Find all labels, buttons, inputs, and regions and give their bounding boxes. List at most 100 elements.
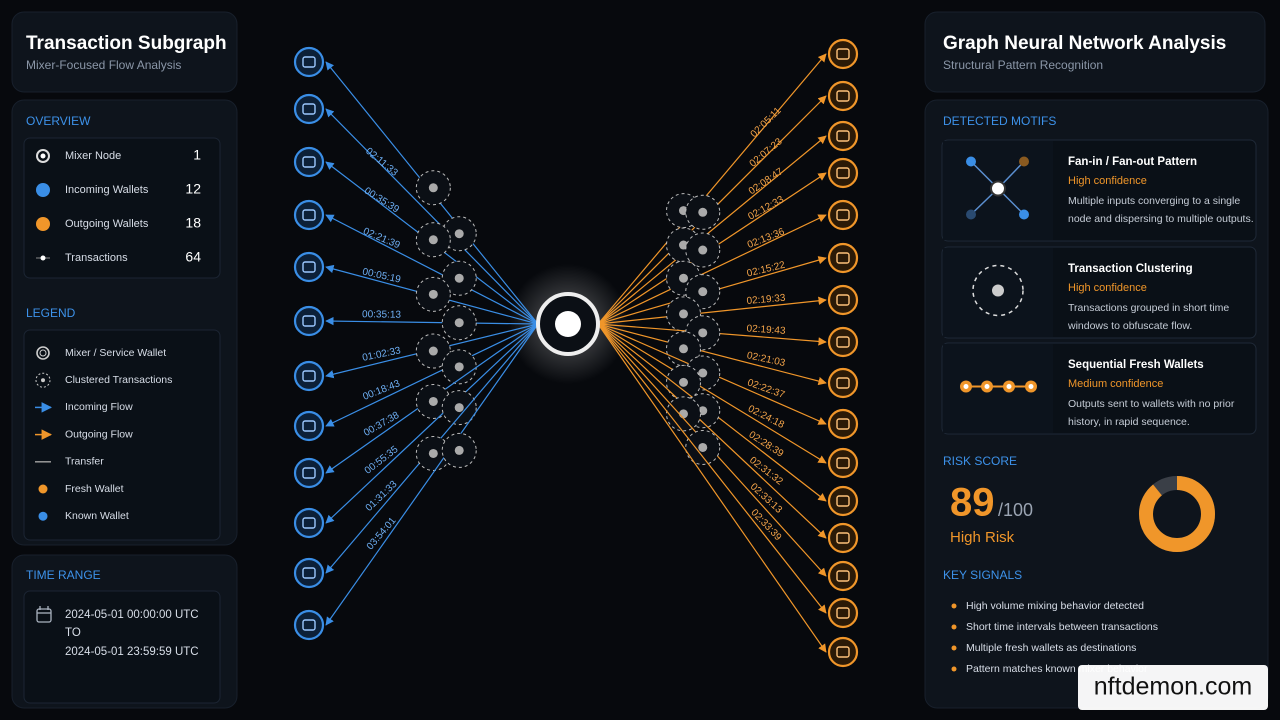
legend-label: Known Wallet [65,510,129,522]
cluster-core [698,328,708,338]
icon [963,384,969,389]
wallet-icon [836,252,850,264]
motif-title: Transaction Clustering [1068,263,1193,275]
wallet-icon [302,156,316,168]
flow-edge [325,108,539,325]
flow-edge [325,214,539,325]
overview-value: 18 [185,215,201,231]
wallet-icon [836,495,850,507]
watermark-box [1078,665,1268,710]
wallet-icon [302,261,316,273]
fresh-wallet [827,284,859,316]
wallet-icon [836,377,850,389]
motif-description: node and dispersing to multiple outputs. [1068,213,1254,225]
cluster-core [428,346,438,356]
flow-edge [597,323,827,614]
flow-edge [597,323,827,386]
icon [984,384,990,389]
time-start: 2024-05-01 00:00:00 UTC [65,609,199,621]
fresh-wallet [827,157,859,189]
card [23,137,221,279]
wallet-icon [302,517,316,529]
icon [1028,384,1034,389]
title: Graph Neural Network Analysis [943,33,1226,54]
icon [1019,156,1029,167]
known-wallet [293,199,325,231]
icon [992,284,1004,297]
wallet-icon [836,167,850,179]
icon [40,153,46,159]
motif-description: windows to obfuscate flow. [1067,320,1192,332]
card [23,329,221,541]
cluster-core [454,403,464,413]
flow-edge [597,296,827,325]
cluster-core [454,229,464,239]
known-wallet [293,251,325,283]
known-wallet [293,146,325,178]
flow-edge [325,323,539,524]
fresh-wallet [827,120,859,152]
cluster-core [698,368,708,378]
known-wallet [293,360,325,392]
signal: Short time intervals between transaction… [966,621,1158,633]
graph: 02:11:3300:35:3902:21:3900:05:1900:35:13… [293,38,859,668]
shape [36,608,52,623]
signal: High volume mixing behavior detected [966,600,1144,612]
cluster-core [698,207,708,217]
time-label: 02:19:33 [746,293,786,307]
section-heading: RISK SCORE [943,454,1017,468]
fresh-wallet [827,485,859,517]
overview-label: Mixer Node [65,150,121,162]
motif-confidence: Medium confidence [1068,378,1163,390]
panel [924,11,1266,93]
icon [38,484,48,494]
known-wallet [293,93,325,125]
motif-description: Multiple inputs converging to a single [1068,195,1240,207]
known-wallet [293,557,325,589]
title: Transaction Subgraph [26,33,227,54]
cluster-core [679,409,688,419]
bullet [951,666,957,672]
known-wallet [293,609,325,641]
subtitle: Structural Pattern Recognition [943,58,1103,72]
time-label: 00:35:13 [362,309,401,320]
time-end: 2024-05-01 23:59:59 UTC [65,646,199,658]
wallet-icon [836,570,850,582]
icon [38,511,48,521]
fresh-wallet [827,636,859,668]
icon [990,180,1006,197]
wallet-icon [836,532,850,544]
wallet-icon [302,467,316,479]
flow-edge [325,323,539,626]
wallet-icon [836,646,850,658]
motif-description: Transactions grouped in short time [1068,302,1229,314]
icon [36,183,50,197]
wallet-icon [302,56,316,68]
risk-level: High Risk [950,529,1015,546]
known-wallet [293,507,325,539]
section-heading: OVERVIEW [26,114,91,128]
fresh-wallet [827,408,859,440]
cluster-core [679,377,688,387]
risk-max: /100 [998,500,1033,520]
right-content: Fan-in / Fan-out Pattern High confidence M… [941,139,1257,675]
bullet [951,645,957,651]
fresh-wallet [827,597,859,629]
wallet-icon [836,607,850,619]
icon [1006,384,1012,389]
cluster-core [428,289,438,299]
icon [36,217,50,231]
wallet-icon [836,294,850,306]
cluster-core [698,406,708,416]
fresh-wallet [827,560,859,592]
icon [966,209,976,220]
icon [36,149,50,163]
section-heading: DETECTED MOTIFS [943,114,1056,128]
motif-title: Sequential Fresh Wallets [1068,359,1204,371]
motif-confidence: High confidence [1068,282,1147,294]
wallet-icon [302,619,316,631]
flow-edge [325,323,539,427]
wallet-icon [302,209,316,221]
wallet-icon [836,209,850,221]
